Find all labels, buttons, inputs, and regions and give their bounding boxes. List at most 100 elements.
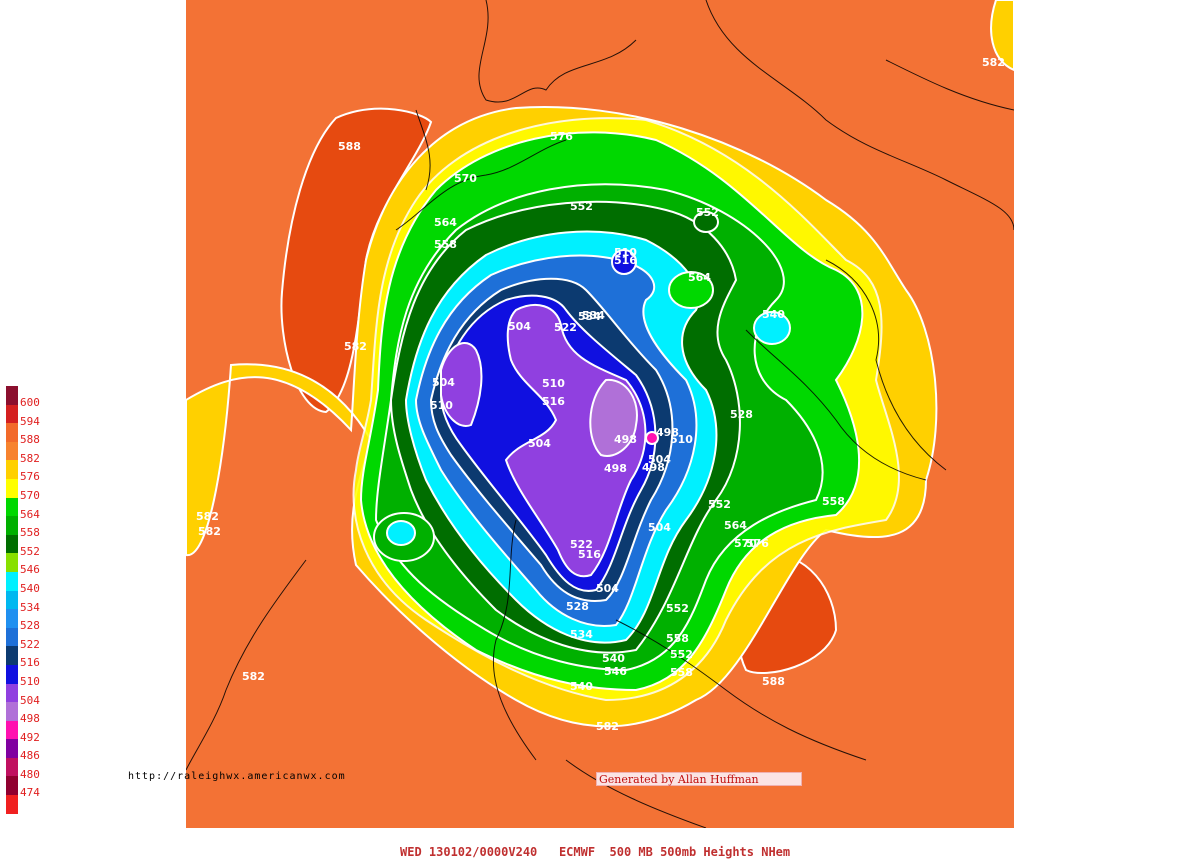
legend-label: 558 — [20, 526, 40, 540]
legend-row-588: 588 — [6, 423, 46, 447]
legend-swatch — [6, 516, 18, 535]
legend-label: 594 — [20, 414, 40, 428]
color-legend: 600 594 588 582 576 570 564 558 552 546 540 534 528 5… — [6, 386, 46, 814]
legend-row-564: 564 — [6, 497, 46, 520]
legend-swatch — [6, 441, 18, 461]
credit-label: Generated by Allan Huffman — [596, 772, 802, 786]
contour-label: 558 — [666, 632, 689, 645]
legend-swatch — [6, 720, 18, 740]
legend-swatch — [6, 609, 18, 628]
legend-row-546: 546 — [6, 553, 46, 577]
contour-label: 516 — [614, 254, 637, 267]
legend-swatch — [6, 739, 18, 758]
legend-label: 582 — [20, 451, 40, 465]
legend-row-582: 582 — [6, 441, 46, 465]
legend-label: 474 — [20, 786, 40, 800]
contour-label: 534 — [582, 309, 605, 322]
legend-swatch — [6, 571, 18, 591]
legend-row-594: 594 — [6, 404, 46, 428]
legend-row-558: 558 — [6, 516, 46, 540]
legend-row-486: 486 — [6, 739, 46, 761]
legend-row-576: 576 — [6, 460, 46, 484]
legend-swatch — [6, 757, 18, 777]
contour-label: 540 — [762, 308, 785, 321]
contour-504 — [504, 304, 647, 578]
legend-row-498: 498 — [6, 702, 46, 726]
contour-label: 582 — [344, 340, 367, 353]
contour-label: 516 — [578, 548, 601, 561]
contour-label: 534 — [570, 628, 593, 641]
contour-label: 498 — [604, 462, 627, 475]
contour-label: 552 — [670, 648, 693, 661]
legend-row-552: 552 — [6, 534, 46, 558]
legend-label: 546 — [20, 563, 40, 577]
legend-row-570: 570 — [6, 478, 46, 502]
contour-label: 558 — [670, 666, 693, 679]
legend-label: 510 — [20, 674, 40, 688]
contour-label: 570 — [454, 172, 477, 185]
cell-564-east — [668, 271, 714, 309]
contour-498 — [589, 378, 638, 457]
low-cell-540-east — [753, 311, 791, 345]
legend-row-528: 528 — [6, 609, 46, 633]
legend-swatch — [6, 646, 18, 665]
height-map: 588 582 582 582 582 582 588 582 570 576 564 558 552 5… — [185, 0, 1015, 829]
contour-label: 588 — [338, 140, 361, 153]
contour-label: 552 — [708, 498, 731, 511]
contour-label: 588 — [762, 675, 785, 688]
legend-label: 480 — [20, 767, 40, 781]
contour-label: 552 — [570, 200, 593, 213]
map-footer-title: WED 130102/0000V240 ECMWF 500 MB 500mb H… — [400, 845, 791, 859]
contour-504-west — [440, 341, 483, 427]
contour-label: 504 — [648, 453, 671, 466]
legend-label: 516 — [20, 656, 40, 670]
contour-label: 540 — [570, 680, 593, 693]
legend-row-600: 600 — [6, 386, 46, 409]
legend-swatch — [6, 776, 18, 796]
legend-label: 522 — [20, 637, 40, 651]
legend-row-504: 504 — [6, 683, 46, 707]
legend-row-bottom — [6, 795, 46, 814]
contour-label: 504 — [432, 376, 455, 389]
contour-label: 552 — [696, 206, 719, 219]
legend-swatch — [6, 627, 18, 647]
contour-label: 534 — [578, 310, 601, 323]
contour-label: 498 — [614, 433, 637, 446]
legend-swatch — [6, 404, 18, 424]
contour-label: 540 — [602, 652, 625, 665]
legend-row-534: 534 — [6, 590, 46, 614]
legend-label: 528 — [20, 619, 40, 633]
legend-swatch — [6, 590, 18, 610]
contour-label: 504 — [648, 521, 671, 534]
contour-label: 516 — [542, 395, 565, 408]
contour-label: 510 — [670, 433, 693, 446]
legend-row-522: 522 — [6, 627, 46, 651]
legend-label: 534 — [20, 600, 40, 614]
legend-label: 504 — [20, 693, 40, 707]
legend-label: 540 — [20, 581, 40, 595]
legend-label: 600 — [20, 396, 40, 409]
legend-label: 576 — [20, 470, 40, 484]
legend-label: 570 — [20, 488, 40, 502]
contour-label: 510 — [430, 399, 453, 412]
legend-row-540: 540 — [6, 571, 46, 595]
contour-label: 570 — [734, 537, 757, 550]
source-url: http://raleighwx.americanwx.com — [128, 771, 346, 782]
legend-swatch — [6, 478, 18, 498]
cell-552-northeast — [693, 211, 719, 233]
legend-swatch — [6, 460, 18, 479]
legend-row-474: 474 — [6, 776, 46, 800]
legend-swatch — [6, 683, 18, 703]
legend-swatch — [6, 534, 18, 554]
legend-row-516: 516 — [6, 646, 46, 670]
contour-label: 582 — [198, 525, 221, 538]
contour-label: 576 — [746, 537, 769, 550]
legend-label: 588 — [20, 433, 40, 447]
legend-label: 552 — [20, 544, 40, 558]
contour-label: 528 — [566, 600, 589, 613]
legend-label: 498 — [20, 712, 40, 726]
contour-label: 528 — [730, 408, 753, 421]
contour-label: 498 — [642, 461, 665, 474]
contour-label: 582 — [196, 510, 219, 523]
contour-label: 504 — [508, 320, 531, 333]
